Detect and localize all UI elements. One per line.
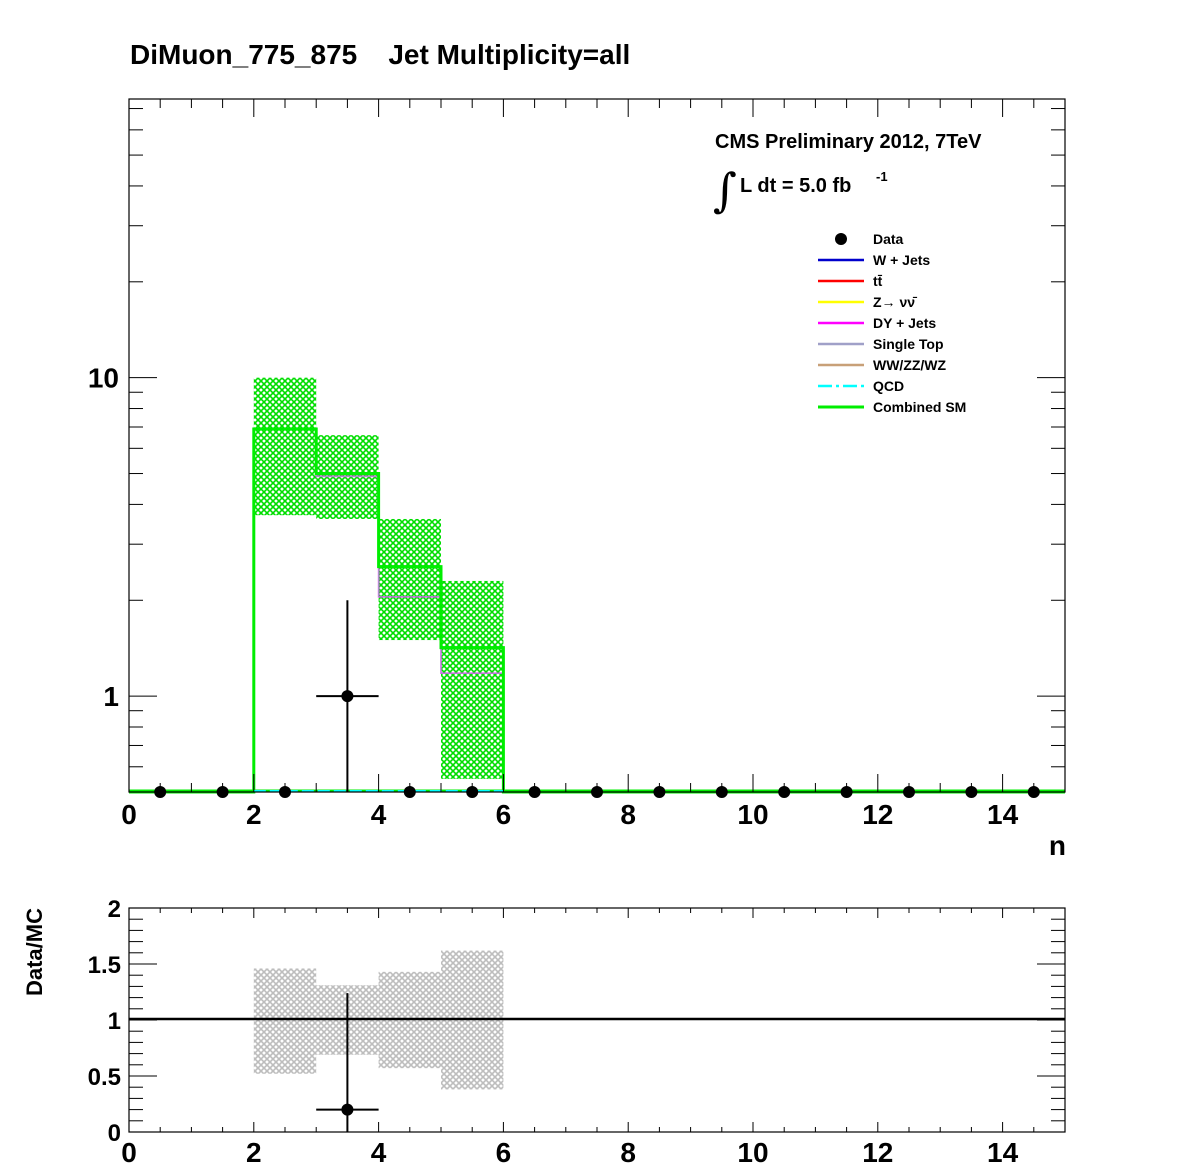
- legend-label: DY + Jets: [873, 315, 936, 331]
- x-tick-label: 0: [121, 799, 137, 830]
- x-tick-label: 10: [737, 799, 768, 830]
- ratio-y-tick-label: 1.5: [88, 952, 121, 979]
- legend-label: tt̄: [873, 273, 883, 289]
- combined-sm-band-bin: [441, 580, 504, 779]
- legend-label: W + Jets: [873, 252, 930, 268]
- legend-label: Data: [873, 231, 904, 247]
- ratio-x-tick-label: 4: [371, 1137, 387, 1168]
- ratio-y-tick-label: 2: [108, 896, 121, 923]
- ratio-x-tick-label: 2: [246, 1137, 262, 1168]
- x-tick-label: 14: [987, 799, 1019, 830]
- cms-preliminary-label: CMS Preliminary 2012, 7TeV: [715, 131, 982, 153]
- ratio-data-points: [316, 993, 379, 1132]
- ratio-x-tick-label: 8: [620, 1137, 636, 1168]
- legend: Data W + Jets tt̄ Z→ νν̄ DY + Jets Single Top…: [818, 231, 966, 415]
- luminosity-label: L dt = 5.0 fb: [740, 175, 851, 197]
- x-tick-label: 8: [620, 799, 636, 830]
- ratio-x-tick-label: 0: [121, 1137, 137, 1168]
- data-points: [154, 600, 1040, 798]
- cms-label-box: CMS Preliminary 2012, 7TeV ∫ L dt = 5.0 …: [713, 131, 982, 217]
- ratio-axis-ticks: [128, 907, 1066, 1133]
- ratio-plot-panel: 0 2 4 6 8 10 12 14 0 0.5 1 1.5 2 Data/MC: [22, 896, 1066, 1168]
- main-axis-ticks: [128, 99, 1066, 793]
- ratio-x-tick-label: 14: [987, 1137, 1019, 1168]
- legend-label: WW/ZZ/WZ: [873, 357, 947, 373]
- combined-sm-band-bin: [253, 377, 317, 516]
- x-tick-label: 6: [496, 799, 512, 830]
- ratio-data-point: [341, 1103, 354, 1116]
- ratio-axis-tick-labels: 0 2 4 6 8 10 12 14 0 0.5 1 1.5 2: [88, 896, 1019, 1168]
- legend-label: Single Top: [873, 336, 944, 352]
- legend-label: QCD: [873, 378, 904, 394]
- ratio-x-tick-label: 10: [737, 1137, 768, 1168]
- ratio-x-tick-label: 12: [862, 1137, 893, 1168]
- main-plot-panel: 0 2 4 6 8 10 12 14 1 10 n: [88, 98, 1066, 861]
- y-tick-label: 1: [103, 681, 119, 712]
- ratio-y-tick-label: 1: [108, 1008, 121, 1035]
- integral-symbol: ∫: [713, 163, 737, 217]
- ratio-y-tick-label: 0: [108, 1120, 121, 1147]
- legend-label: Combined SM: [873, 399, 966, 415]
- combined-sm-band-bin: [378, 518, 441, 641]
- legend-label: Z→ νν̄: [873, 294, 918, 310]
- x-axis-label: n: [1049, 830, 1066, 861]
- x-tick-label: 4: [371, 799, 387, 830]
- legend-marker-data: [835, 233, 847, 245]
- x-tick-label: 12: [862, 799, 893, 830]
- y-tick-label: 10: [88, 363, 119, 394]
- chart-title: DiMuon_775_875 Jet Multiplicity=all: [130, 39, 630, 70]
- ratio-y-tick-label: 0.5: [88, 1064, 121, 1091]
- ratio-y-axis-label: Data/MC: [22, 908, 47, 996]
- ratio-band-bin: [253, 968, 317, 1074]
- luminosity-exponent: -1: [876, 169, 888, 184]
- main-axis-tick-labels: 0 2 4 6 8 10 12 14 1 10: [88, 363, 1019, 830]
- data-point: [341, 690, 354, 703]
- x-tick-label: 2: [246, 799, 262, 830]
- ratio-x-tick-label: 6: [496, 1137, 512, 1168]
